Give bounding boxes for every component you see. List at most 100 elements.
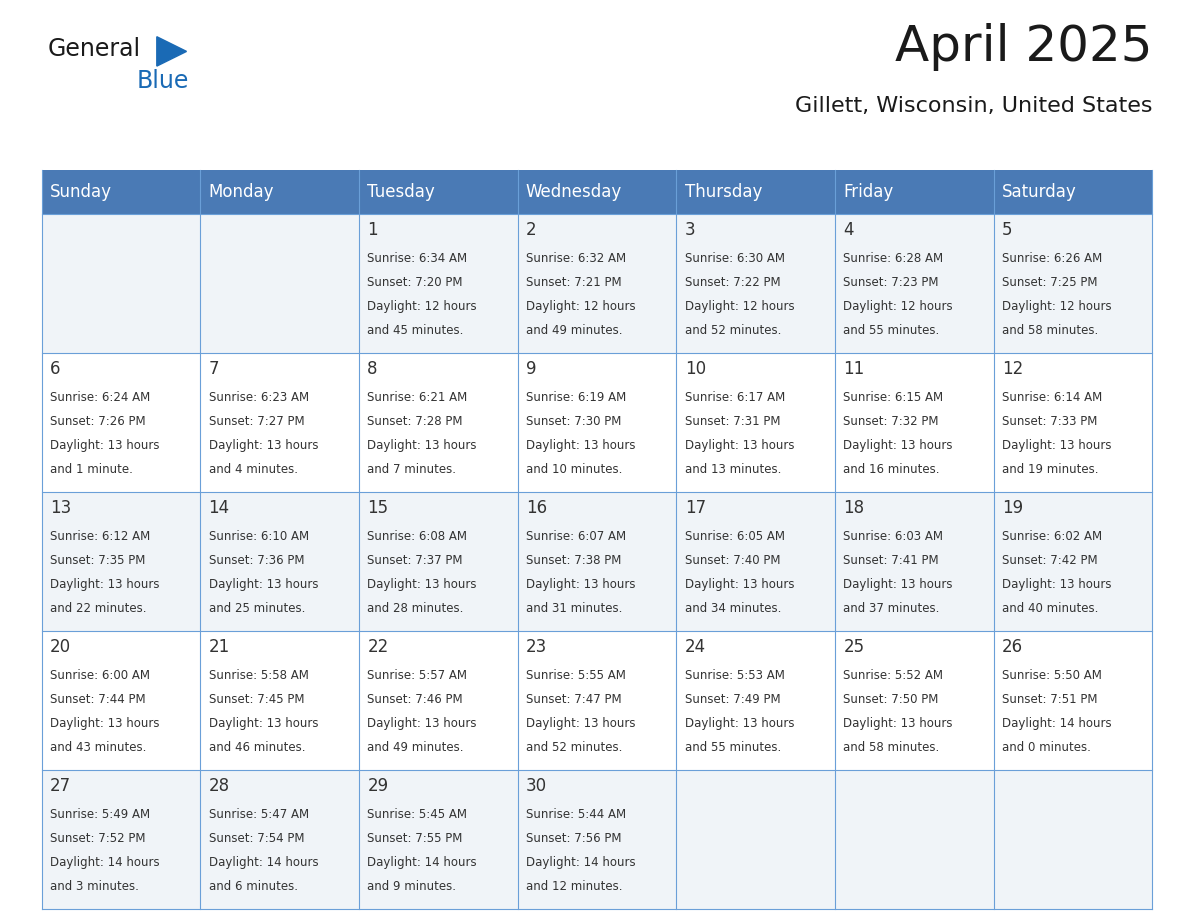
Text: Daylight: 13 hours: Daylight: 13 hours	[50, 717, 159, 730]
Text: General: General	[48, 37, 140, 61]
Text: 4: 4	[843, 221, 854, 240]
Text: Sunday: Sunday	[50, 183, 112, 201]
Text: Sunset: 7:42 PM: Sunset: 7:42 PM	[1001, 554, 1098, 567]
Text: Daylight: 13 hours: Daylight: 13 hours	[209, 717, 318, 730]
Text: Sunset: 7:31 PM: Sunset: 7:31 PM	[684, 415, 781, 429]
Text: Sunrise: 6:05 AM: Sunrise: 6:05 AM	[684, 531, 784, 543]
Text: Sunset: 7:26 PM: Sunset: 7:26 PM	[50, 415, 145, 429]
Text: Sunrise: 6:02 AM: Sunrise: 6:02 AM	[1001, 531, 1102, 543]
Text: and 12 minutes.: and 12 minutes.	[526, 880, 623, 893]
Text: 25: 25	[843, 638, 865, 656]
Text: Daylight: 13 hours: Daylight: 13 hours	[843, 578, 953, 591]
Text: Daylight: 13 hours: Daylight: 13 hours	[209, 439, 318, 453]
Bar	[42, 770, 1152, 909]
Text: and 13 minutes.: and 13 minutes.	[684, 463, 781, 476]
Text: 5: 5	[1001, 221, 1012, 240]
Text: 21: 21	[209, 638, 229, 656]
Text: Sunset: 7:55 PM: Sunset: 7:55 PM	[367, 833, 462, 845]
Text: and 9 minutes.: and 9 minutes.	[367, 880, 456, 893]
Text: Sunrise: 5:47 AM: Sunrise: 5:47 AM	[209, 809, 309, 822]
Text: and 0 minutes.: and 0 minutes.	[1001, 741, 1091, 754]
Text: 13: 13	[50, 499, 71, 517]
Text: and 43 minutes.: and 43 minutes.	[50, 741, 146, 754]
Text: Daylight: 12 hours: Daylight: 12 hours	[526, 300, 636, 313]
Text: 16: 16	[526, 499, 546, 517]
Text: Daylight: 13 hours: Daylight: 13 hours	[50, 439, 159, 453]
Text: Wednesday: Wednesday	[526, 183, 623, 201]
Text: Blue: Blue	[137, 69, 189, 93]
Polygon shape	[157, 37, 187, 66]
Text: Daylight: 14 hours: Daylight: 14 hours	[1001, 717, 1112, 730]
Text: Daylight: 13 hours: Daylight: 13 hours	[843, 439, 953, 453]
Text: Daylight: 13 hours: Daylight: 13 hours	[684, 439, 794, 453]
Text: 1: 1	[367, 221, 378, 240]
Text: Sunrise: 6:32 AM: Sunrise: 6:32 AM	[526, 252, 626, 265]
Text: Sunrise: 6:23 AM: Sunrise: 6:23 AM	[209, 391, 309, 405]
Text: Sunrise: 5:45 AM: Sunrise: 5:45 AM	[367, 809, 467, 822]
Text: Daylight: 13 hours: Daylight: 13 hours	[684, 578, 794, 591]
Text: Thursday: Thursday	[684, 183, 762, 201]
Text: Daylight: 13 hours: Daylight: 13 hours	[367, 578, 476, 591]
Bar	[42, 214, 1152, 353]
Text: Sunrise: 6:15 AM: Sunrise: 6:15 AM	[843, 391, 943, 405]
Text: Sunrise: 6:12 AM: Sunrise: 6:12 AM	[50, 531, 150, 543]
Text: and 55 minutes.: and 55 minutes.	[843, 324, 940, 337]
Text: 17: 17	[684, 499, 706, 517]
Text: 2: 2	[526, 221, 537, 240]
Text: Daylight: 13 hours: Daylight: 13 hours	[367, 439, 476, 453]
Text: and 58 minutes.: and 58 minutes.	[843, 741, 940, 754]
Text: 18: 18	[843, 499, 865, 517]
Text: and 6 minutes.: and 6 minutes.	[209, 880, 297, 893]
Text: and 34 minutes.: and 34 minutes.	[684, 602, 781, 615]
Text: Sunrise: 6:21 AM: Sunrise: 6:21 AM	[367, 391, 468, 405]
Text: 6: 6	[50, 360, 61, 378]
Text: Sunset: 7:23 PM: Sunset: 7:23 PM	[843, 276, 939, 289]
Text: Sunset: 7:20 PM: Sunset: 7:20 PM	[367, 276, 463, 289]
Text: 22: 22	[367, 638, 388, 656]
Text: 26: 26	[1001, 638, 1023, 656]
Text: Sunrise: 5:44 AM: Sunrise: 5:44 AM	[526, 809, 626, 822]
Text: 9: 9	[526, 360, 537, 378]
Bar	[42, 170, 1152, 174]
Text: and 16 minutes.: and 16 minutes.	[843, 463, 940, 476]
Text: Sunset: 7:51 PM: Sunset: 7:51 PM	[1001, 693, 1098, 706]
Text: 27: 27	[50, 778, 71, 795]
Text: Sunset: 7:27 PM: Sunset: 7:27 PM	[209, 415, 304, 429]
Text: Sunset: 7:41 PM: Sunset: 7:41 PM	[843, 554, 939, 567]
Text: 15: 15	[367, 499, 388, 517]
Text: 24: 24	[684, 638, 706, 656]
Text: 11: 11	[843, 360, 865, 378]
Text: and 3 minutes.: and 3 minutes.	[50, 880, 139, 893]
Text: 7: 7	[209, 360, 219, 378]
Text: 8: 8	[367, 360, 378, 378]
Text: Sunset: 7:32 PM: Sunset: 7:32 PM	[843, 415, 939, 429]
Bar	[42, 170, 1152, 214]
Text: Sunset: 7:21 PM: Sunset: 7:21 PM	[526, 276, 621, 289]
Text: 14: 14	[209, 499, 229, 517]
Text: and 25 minutes.: and 25 minutes.	[209, 602, 305, 615]
Text: and 49 minutes.: and 49 minutes.	[367, 741, 463, 754]
Text: and 28 minutes.: and 28 minutes.	[367, 602, 463, 615]
Text: Sunset: 7:30 PM: Sunset: 7:30 PM	[526, 415, 621, 429]
Text: Saturday: Saturday	[1001, 183, 1076, 201]
Text: Tuesday: Tuesday	[367, 183, 435, 201]
Text: Daylight: 13 hours: Daylight: 13 hours	[684, 717, 794, 730]
Text: 3: 3	[684, 221, 695, 240]
Text: Sunset: 7:40 PM: Sunset: 7:40 PM	[684, 554, 781, 567]
Text: Sunrise: 6:08 AM: Sunrise: 6:08 AM	[367, 531, 467, 543]
Text: Sunset: 7:52 PM: Sunset: 7:52 PM	[50, 833, 145, 845]
Text: Monday: Monday	[209, 183, 274, 201]
Text: Sunset: 7:49 PM: Sunset: 7:49 PM	[684, 693, 781, 706]
Text: Sunrise: 6:00 AM: Sunrise: 6:00 AM	[50, 669, 150, 682]
Text: and 7 minutes.: and 7 minutes.	[367, 463, 456, 476]
Text: and 46 minutes.: and 46 minutes.	[209, 741, 305, 754]
Text: Sunrise: 6:26 AM: Sunrise: 6:26 AM	[1001, 252, 1102, 265]
Text: Sunrise: 5:53 AM: Sunrise: 5:53 AM	[684, 669, 784, 682]
Text: Friday: Friday	[843, 183, 893, 201]
Text: Sunset: 7:35 PM: Sunset: 7:35 PM	[50, 554, 145, 567]
Text: Daylight: 14 hours: Daylight: 14 hours	[526, 856, 636, 869]
Text: Daylight: 14 hours: Daylight: 14 hours	[209, 856, 318, 869]
Text: Sunrise: 6:30 AM: Sunrise: 6:30 AM	[684, 252, 784, 265]
Text: and 37 minutes.: and 37 minutes.	[843, 602, 940, 615]
Text: Sunrise: 6:03 AM: Sunrise: 6:03 AM	[843, 531, 943, 543]
